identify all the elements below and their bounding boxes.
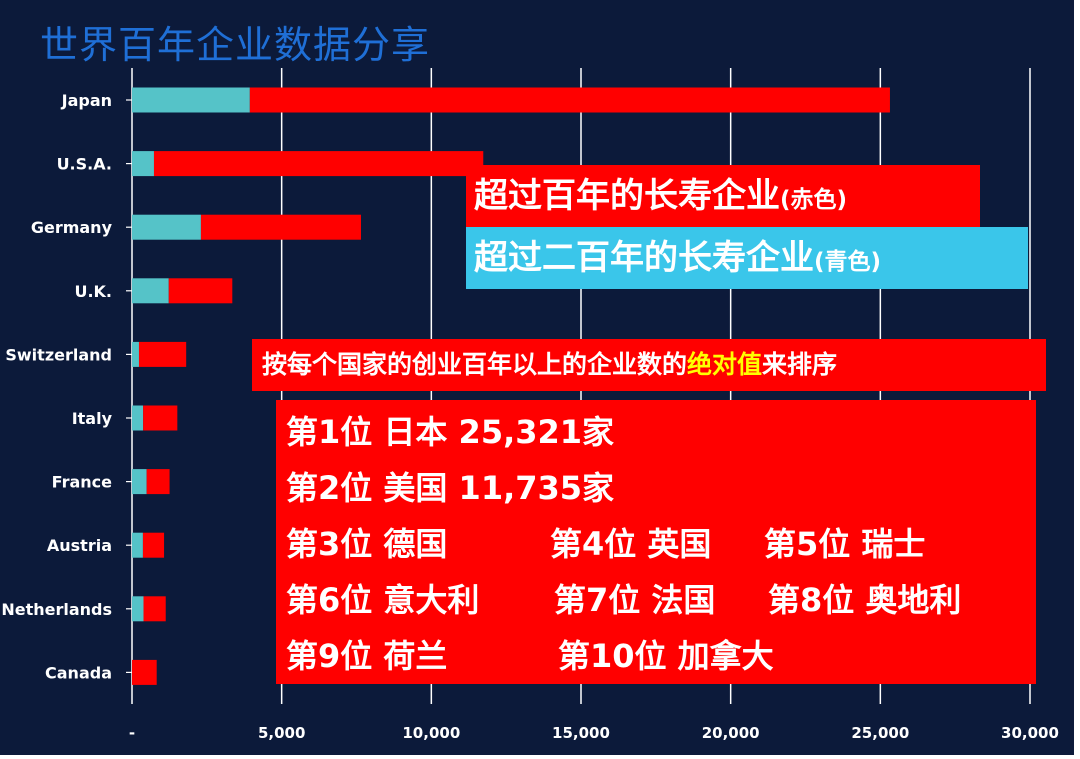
bar-segment — [153, 151, 484, 177]
category-label: Canada — [45, 663, 112, 682]
sort-note-suffix: 来排序 — [762, 350, 838, 379]
bar-segment — [143, 405, 178, 431]
rank-10: 第10位 加拿大 — [558, 637, 774, 675]
bar-segment — [132, 151, 154, 177]
rank-5: 第5位 瑞士 — [764, 525, 926, 563]
category-label: Germany — [31, 218, 113, 237]
rank-3: 第3位 德国 — [286, 525, 448, 563]
x-tick-label: 15,000 — [552, 724, 610, 742]
ranking-box: 第1位 日本 25,321家 第2位 美国 11,735家 第3位 德国 第4位… — [276, 400, 1036, 684]
ranking-line-5: 第9位 荷兰 第10位 加拿大 — [286, 628, 1036, 684]
ranking-line-2: 第2位 美国 11,735家 — [286, 460, 1036, 516]
bar-segment — [132, 469, 147, 495]
bar-segment — [132, 278, 169, 304]
bar-segment — [132, 214, 201, 240]
x-tick-label: - — [129, 724, 135, 742]
ranking-line-4: 第6位 意大利 第7位 法国 第8位 奥地利 — [286, 572, 1036, 628]
x-tick-label: 10,000 — [402, 724, 460, 742]
legend-red-paren: (赤色) — [780, 187, 848, 213]
rank-9: 第9位 荷兰 — [286, 637, 448, 675]
rank-2: 第2位 美国 11,735家 — [286, 469, 615, 507]
bar-segment — [132, 659, 157, 685]
bar-segment — [138, 341, 187, 367]
category-label: France — [52, 473, 112, 492]
sort-note-box: 按每个国家的创业百年以上的企业数的绝对值来排序 — [252, 339, 1046, 391]
legend-cyan-label: 超过二百年的长寿企业 — [474, 238, 814, 278]
legend-cyan-box: 超过二百年的长寿企业(青色) — [466, 227, 1028, 289]
bar-segment — [132, 596, 144, 622]
page-title: 世界百年企业数据分享 — [40, 23, 431, 67]
x-tick-label: 20,000 — [702, 724, 760, 742]
bar-segment — [132, 341, 139, 367]
x-tick-label: 25,000 — [851, 724, 909, 742]
sort-note-prefix: 按每个国家的创业百年以上的企业数的 — [262, 350, 688, 379]
bar-segment — [132, 87, 250, 113]
x-tick-label: 30,000 — [1001, 724, 1059, 742]
bar-segment — [249, 87, 890, 113]
rank-1: 第1位 日本 25,321家 — [286, 413, 615, 451]
bar-segment — [132, 532, 143, 558]
category-label: Switzerland — [5, 345, 112, 364]
category-label: Italy — [72, 409, 113, 428]
bar-segment — [142, 532, 165, 558]
rank-7: 第7位 法国 — [554, 581, 716, 619]
legend-red-label: 超过百年的长寿企业 — [474, 176, 780, 216]
category-label: Japan — [61, 91, 112, 110]
rank-8: 第8位 奥地利 — [768, 581, 962, 619]
sort-note-highlight: 绝对值 — [687, 350, 763, 379]
bar-segment — [146, 469, 170, 495]
x-tick-label: 5,000 — [258, 724, 305, 742]
ranking-line-3: 第3位 德国 第4位 英国 第5位 瑞士 — [286, 516, 1036, 572]
bar-segment — [200, 214, 361, 240]
category-label: Austria — [47, 536, 112, 555]
category-label: U.K. — [74, 282, 112, 301]
bar-segment — [168, 278, 233, 304]
ranking-line-1: 第1位 日本 25,321家 — [286, 404, 1036, 460]
rank-6: 第6位 意大利 — [286, 581, 480, 619]
rank-4: 第4位 英国 — [550, 525, 712, 563]
bar-segment — [143, 596, 166, 622]
category-label: U.S.A. — [57, 155, 112, 174]
legend-cyan-paren: (青色) — [814, 249, 882, 275]
bar-segment — [132, 405, 144, 431]
category-label: Netherlands — [1, 600, 112, 619]
legend-red-box: 超过百年的长寿企业(赤色) — [466, 165, 980, 227]
